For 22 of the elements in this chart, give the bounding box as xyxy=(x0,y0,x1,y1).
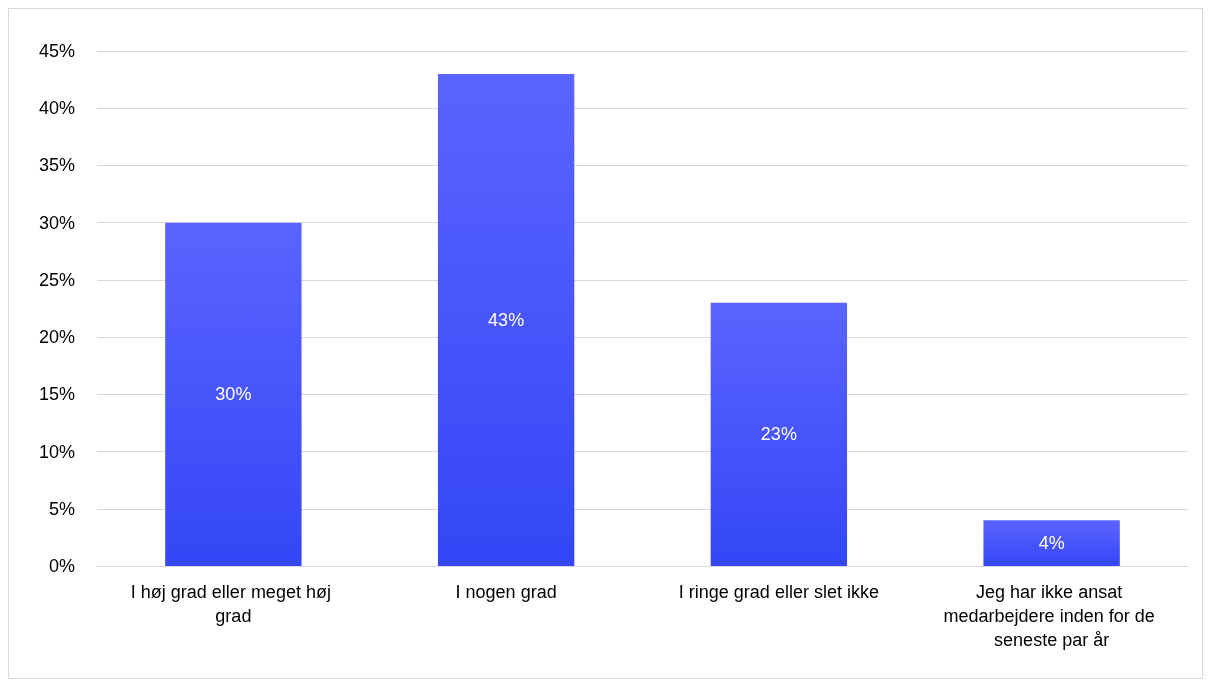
y-tick-label: 0% xyxy=(48,556,75,576)
y-tick-label: 5% xyxy=(48,498,75,519)
y-tick-label: 10% xyxy=(38,441,75,462)
y-tick-label: 25% xyxy=(38,269,75,290)
y-tick-label: 40% xyxy=(38,98,75,119)
bar xyxy=(437,73,575,566)
x-tick-label: Jeg har ikke ansat medarbejdere inden for de seneste par år xyxy=(943,582,1160,650)
data-label: 4% xyxy=(1038,533,1065,554)
bar xyxy=(710,302,848,566)
x-tick-label: I ringe grad eller slet ikke xyxy=(678,582,879,602)
y-tick-label: 45% xyxy=(38,41,75,61)
y-tick-label: 35% xyxy=(38,155,75,176)
data-label: 23% xyxy=(760,424,797,445)
y-tick-label: 20% xyxy=(38,327,75,348)
x-tick-label: I høj grad eller meget høj grad xyxy=(130,582,336,626)
y-tick-label: 15% xyxy=(38,384,75,405)
data-label: 43% xyxy=(488,309,525,330)
bar xyxy=(165,222,302,566)
bar xyxy=(983,520,1120,566)
x-tick-label: I nogen grad xyxy=(455,582,557,602)
data-label: 30% xyxy=(215,384,252,405)
y-tick-label: 30% xyxy=(38,212,75,233)
